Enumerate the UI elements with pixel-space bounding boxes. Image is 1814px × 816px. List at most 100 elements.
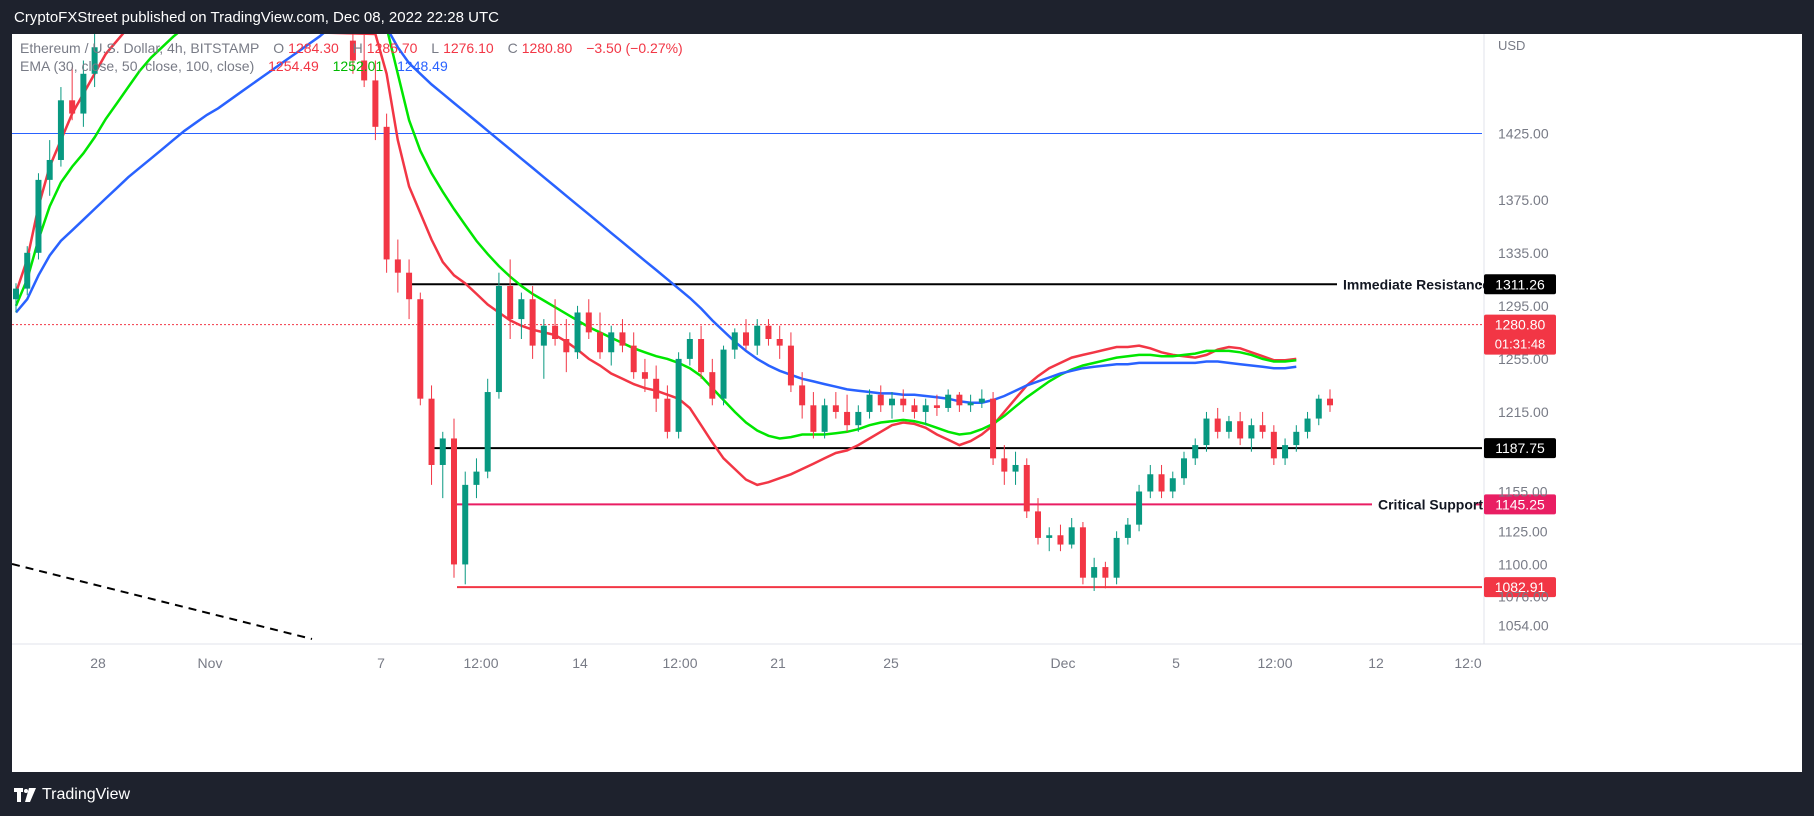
candle-body[interactable] [24,252,31,289]
candle-body[interactable] [922,405,929,412]
candle-body[interactable] [1091,567,1098,578]
candle-body[interactable] [80,73,87,114]
candle-body[interactable] [686,339,693,359]
candle-body[interactable] [1147,474,1154,492]
candle-body[interactable] [585,312,592,333]
candle-body[interactable] [361,60,368,81]
candle-body[interactable] [1203,418,1210,446]
candle-body[interactable] [1293,431,1300,446]
candle-body[interactable] [1214,418,1221,432]
candle-body[interactable] [1270,431,1277,459]
candle-body[interactable] [1282,445,1289,459]
candle-body[interactable] [540,325,547,346]
candle-body[interactable] [911,405,918,412]
candle-body[interactable] [1023,464,1030,512]
candle-body[interactable] [349,40,356,61]
candle-body[interactable] [13,288,19,300]
candle-body[interactable] [709,372,716,399]
candle-body[interactable] [57,100,64,160]
candle-body[interactable] [1315,398,1322,419]
candle-body[interactable] [1079,527,1086,578]
candle-body[interactable] [743,332,749,346]
candle-body[interactable] [1248,425,1255,439]
candle-body[interactable] [877,394,884,406]
candle-body[interactable] [945,394,952,408]
tradingview-logo[interactable]: TradingView [14,786,130,804]
candle-body[interactable] [507,285,514,320]
candle-body[interactable] [619,332,626,346]
candle-body[interactable] [608,332,615,353]
candle-body[interactable] [956,394,963,406]
candle-body[interactable] [597,332,603,353]
candle-body[interactable] [563,339,570,353]
candle-body[interactable] [1192,445,1199,459]
candle-body[interactable] [641,372,648,379]
candle-body[interactable] [91,47,98,74]
candle-body[interactable] [439,438,446,465]
candle-body[interactable] [552,325,559,339]
candle-body[interactable] [484,392,491,472]
candle-body[interactable] [832,405,839,412]
candle-body[interactable] [765,325,772,339]
candle-body[interactable] [1035,511,1041,538]
candle-body[interactable] [1158,474,1165,492]
candle-body[interactable] [1102,567,1109,578]
candle-body[interactable] [1136,491,1143,525]
candle-body[interactable] [1327,398,1333,406]
candle-body[interactable] [1304,418,1311,432]
candle-body[interactable] [675,358,682,432]
candle-body[interactable] [451,438,457,565]
candle-body[interactable] [967,402,974,406]
trendline[interactable] [12,563,313,640]
price-chart[interactable]: Immediate Resistance 1311.26 1187.75 Critic… [12,34,1802,772]
candle-body[interactable] [720,349,727,399]
candle-body[interactable] [810,405,817,432]
candle-body[interactable] [495,285,502,393]
candle-body[interactable] [1113,537,1120,578]
candle-body[interactable] [844,411,851,426]
candle-body[interactable] [653,378,660,399]
candle-body[interactable] [574,312,581,353]
candle-body[interactable] [35,179,42,253]
candle-body[interactable] [473,471,480,485]
chart-frame[interactable]: Immediate Resistance 1311.26 1187.75 Critic… [12,34,1802,772]
candle-body[interactable] [518,299,525,320]
candle-body[interactable] [1012,464,1019,472]
candle-body[interactable] [776,339,783,346]
candle-body[interactable] [933,405,940,408]
candle-body[interactable] [1057,535,1064,545]
candle-body[interactable] [1001,458,1008,472]
candle-body[interactable] [821,405,828,432]
candle-body[interactable] [1225,421,1232,432]
candle-body[interactable] [630,345,637,373]
candle-body[interactable] [1068,527,1075,545]
candle-body[interactable] [46,159,53,180]
candle-body[interactable] [1046,535,1053,538]
candle-body[interactable] [855,411,862,426]
candle-body[interactable] [889,398,895,406]
candle-body[interactable] [1259,425,1266,432]
candle-body[interactable] [406,272,413,300]
candle-body[interactable] [900,398,907,406]
candle-body[interactable] [787,345,794,386]
candle-body[interactable] [799,385,806,406]
candle-body[interactable] [394,259,401,273]
candle-body[interactable] [428,398,435,465]
candle-body[interactable] [990,398,997,459]
candle-body[interactable] [462,484,469,565]
candle-body[interactable] [978,398,985,403]
candle-body[interactable] [1169,478,1176,492]
candle-body[interactable] [754,325,761,346]
candle-body[interactable] [69,100,76,114]
candle-body[interactable] [383,126,390,260]
candle-body[interactable] [1237,421,1244,439]
candle-body[interactable] [866,394,873,412]
candle-body[interactable] [1124,524,1131,538]
candle-body[interactable] [372,80,379,127]
candle-body[interactable] [698,339,705,373]
candle-body[interactable] [529,299,536,346]
candle-body[interactable] [1181,458,1187,479]
candle-body[interactable] [664,398,671,432]
candle-body[interactable] [417,299,424,399]
candle-body[interactable] [731,332,738,350]
